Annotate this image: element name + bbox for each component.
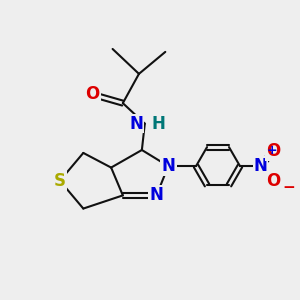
Text: N: N [161, 157, 175, 175]
Text: O: O [266, 172, 281, 190]
Text: H: H [151, 115, 165, 133]
Text: N: N [254, 157, 267, 175]
Text: S: S [54, 172, 66, 190]
Text: O: O [266, 142, 281, 160]
Text: −: − [282, 180, 295, 195]
Text: N: N [150, 186, 164, 204]
Text: N: N [130, 115, 143, 133]
Text: O: O [85, 85, 99, 103]
Text: +: + [267, 144, 278, 157]
